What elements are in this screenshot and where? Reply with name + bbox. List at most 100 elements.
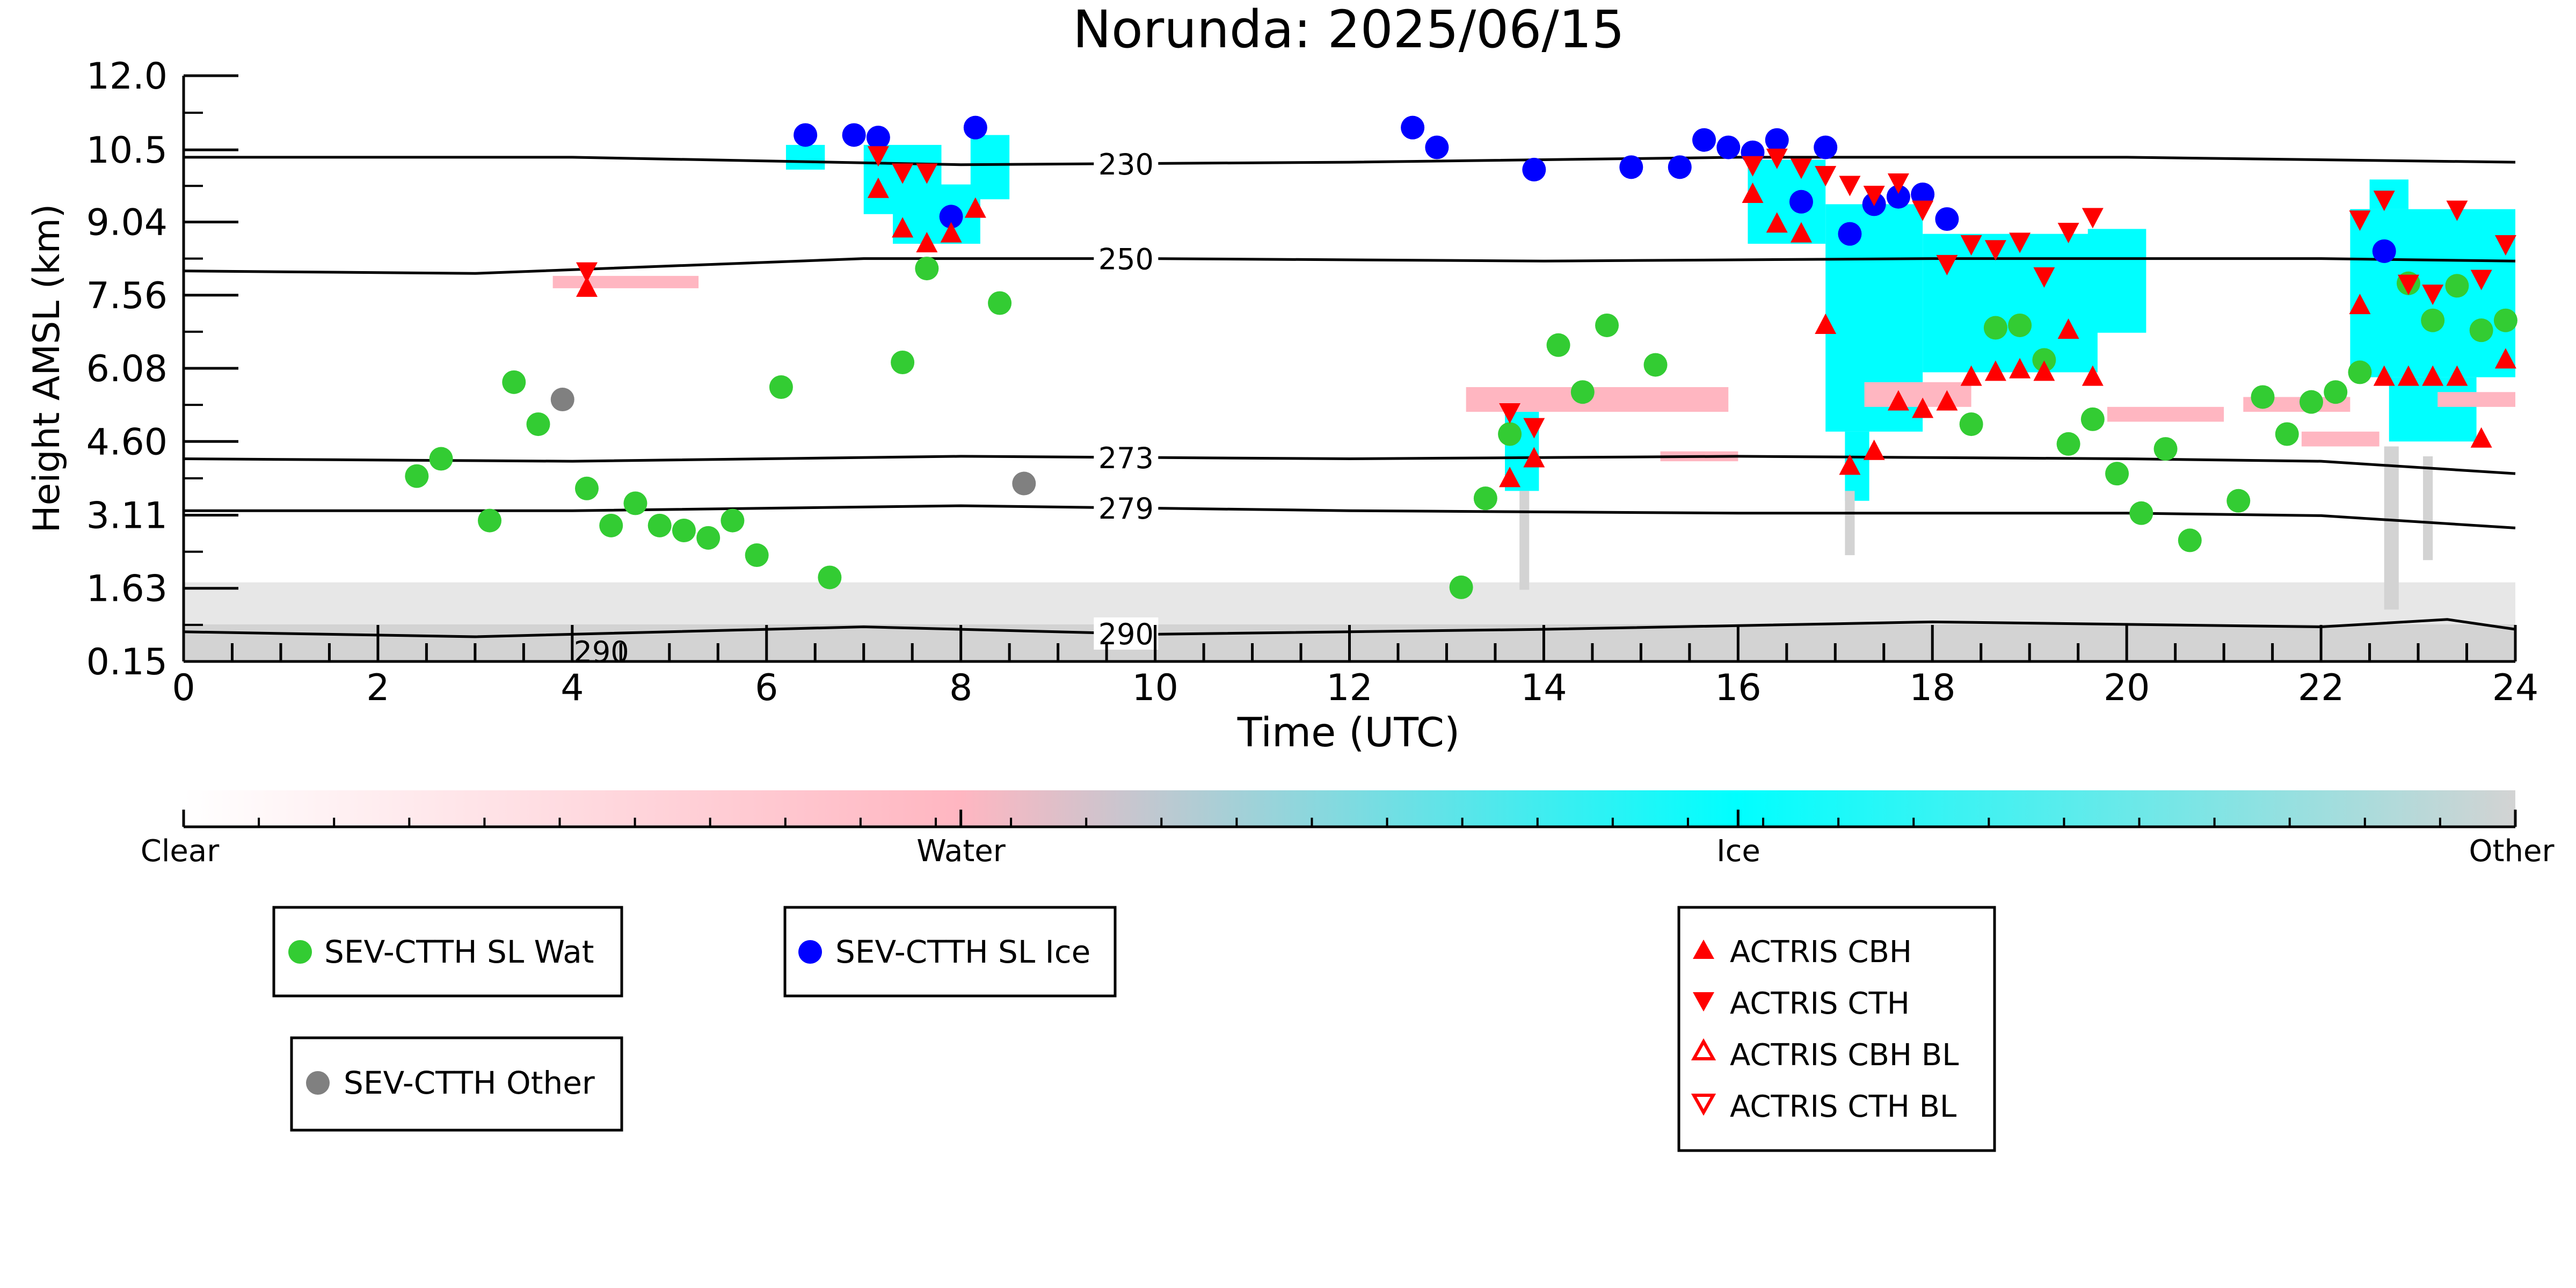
colorbar-ticks — [182, 810, 2517, 827]
marker-cth — [2397, 274, 2419, 295]
isotherm-label-250: 250 — [1098, 243, 1154, 276]
marker-point — [1911, 182, 1935, 206]
isotherm-label-bg — [1094, 491, 1159, 524]
marker-cth — [2446, 200, 2468, 221]
legend-label-cbh-bl: ACTRIS CBH BL — [1730, 1038, 1959, 1073]
y-tick-label: 1.63 — [86, 568, 168, 610]
legend-box-sl-ice: SEV-CTTH SL Ice — [783, 906, 1117, 998]
marker-cbh — [2009, 358, 2031, 379]
y-tick-label: 7.56 — [86, 275, 168, 317]
cloud-region-other — [1519, 491, 1530, 590]
marker-cbh — [2470, 427, 2492, 448]
colorbar-label-clear: Clear — [141, 834, 220, 869]
marker-cth — [576, 262, 598, 283]
marker-cbh — [1766, 212, 1788, 233]
isotherm-label-bg — [1094, 147, 1159, 180]
marker-point — [721, 508, 745, 533]
isotherm-label-273: 273 — [1098, 441, 1154, 475]
isotherm-label-230: 230 — [1098, 148, 1154, 181]
marker-cth — [1742, 156, 1764, 177]
marker-point — [696, 526, 721, 550]
marker-cbh — [1936, 390, 1958, 411]
marker-cth — [1863, 185, 1885, 206]
x-tick-label: 14 — [1520, 667, 1567, 709]
x-tick-label: 0 — [172, 667, 195, 709]
marker-cbh — [1887, 390, 1909, 411]
cloud-region-other — [1845, 491, 1855, 556]
marker-cth — [1523, 418, 1545, 439]
marker-point — [2178, 528, 2202, 552]
x-tick-label: 2 — [366, 667, 389, 709]
marker-cth — [1887, 173, 1909, 194]
marker-cbh — [2082, 365, 2104, 386]
marker-point — [2129, 501, 2153, 525]
legend-label-sl-wat: SEV-CTTH SL Wat — [324, 934, 594, 970]
isotherm-label-bg — [1094, 441, 1159, 474]
isotherm-line-230 — [184, 156, 2516, 166]
marker-cbh — [1742, 182, 1764, 203]
marker-point — [2275, 422, 2299, 446]
y-tick-label: 4.60 — [86, 421, 168, 463]
marker-point — [2080, 407, 2105, 431]
marker-cth — [2373, 191, 2395, 212]
cloud-region-water — [2437, 392, 2515, 407]
marker-point — [745, 543, 769, 567]
marker-cbh — [867, 177, 889, 198]
x-tick-label: 24 — [2492, 667, 2539, 709]
x-tick-label: 18 — [1909, 667, 1956, 709]
marker-cth — [1839, 176, 1861, 197]
marker-point — [1983, 316, 2007, 340]
marker-point — [574, 476, 599, 500]
marker-point — [623, 491, 647, 515]
marker-point — [1789, 190, 1813, 214]
marker-cbh — [1839, 454, 1861, 475]
marker-point — [2153, 437, 2178, 461]
legend-marker-sl-wat — [288, 940, 312, 964]
legend-marker-cbh-bl — [1691, 1038, 1716, 1060]
x-tick-label: 10 — [1132, 667, 1178, 709]
marker-cth — [2057, 223, 2079, 244]
legend-label-cth: ACTRIS CTH — [1730, 986, 1910, 1021]
marker-point — [647, 513, 672, 537]
marker-cth — [1499, 403, 1521, 424]
marker-cth — [1912, 200, 1934, 221]
marker-cth — [2494, 235, 2516, 256]
marker-point — [794, 123, 818, 147]
phase-colorbar: Clear Water Ice Other — [141, 790, 2555, 869]
marker-point — [1425, 135, 1449, 159]
marker-point — [2105, 462, 2129, 486]
marker-point — [1959, 412, 1983, 436]
marker-cth — [2082, 208, 2104, 229]
marker-point — [1668, 155, 1692, 179]
marker-cbh — [2033, 360, 2055, 381]
marker-point — [1546, 333, 1570, 357]
marker-cbh — [2397, 365, 2419, 386]
marker-point — [1619, 155, 1643, 179]
marker-point — [2251, 385, 2275, 409]
marker-point — [1498, 422, 1522, 446]
marker-cbh — [1499, 467, 1521, 487]
marker-cth — [1960, 235, 1982, 256]
isotherm-line-279 — [184, 504, 2516, 529]
marker-cbh — [1523, 447, 1545, 468]
y-tick-label: 12.0 — [86, 55, 168, 98]
marker-point — [891, 350, 915, 374]
marker-point — [2372, 239, 2396, 263]
marker-point — [2421, 308, 2445, 332]
cloud-region-other — [2423, 456, 2433, 561]
marker-cbh — [940, 222, 962, 243]
y-tick-label: 3.11 — [86, 494, 168, 537]
marker-cbh — [2422, 365, 2444, 386]
cloud-region-ice — [1923, 234, 2098, 373]
y-tick-label: 9.04 — [86, 202, 168, 244]
marker-point — [1473, 486, 1497, 511]
cloud-region-ice — [970, 135, 1010, 200]
marker-point — [478, 508, 502, 533]
cloud-region-water — [552, 275, 699, 288]
chart-title: Norunda: 2025/06/15 — [1073, 0, 1625, 60]
marker-point — [2324, 380, 2348, 404]
marker-cth — [2009, 232, 2031, 253]
x-tick-label: 6 — [755, 667, 778, 709]
